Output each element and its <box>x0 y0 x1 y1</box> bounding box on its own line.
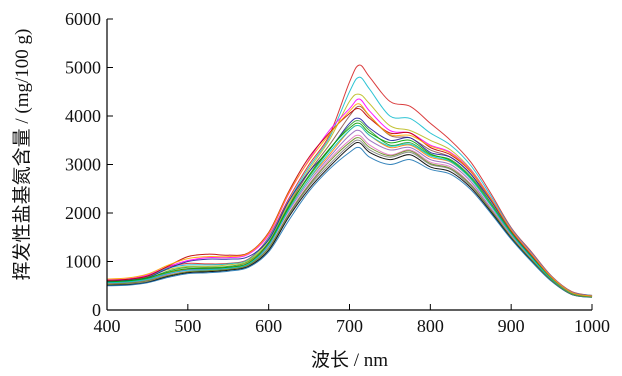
x-tick-label: 500 <box>174 316 201 336</box>
series-line-18 <box>106 103 593 297</box>
series-line-17 <box>106 137 593 298</box>
x-tick-label: 700 <box>336 316 363 336</box>
y-tick-label: 4000 <box>65 106 101 126</box>
series-line-1 <box>106 64 593 296</box>
y-tick-label: 2000 <box>65 203 101 223</box>
x-tick-label: 400 <box>94 316 121 336</box>
series-lines <box>106 64 593 298</box>
series-line-5 <box>106 117 593 297</box>
y-tick-label: 6000 <box>65 9 101 29</box>
y-axis-title: 挥发性盐基氮含量 / (mg/100 g) <box>11 29 33 281</box>
x-tick-label: 1000 <box>574 316 610 336</box>
y-tick-label: 3000 <box>65 155 101 175</box>
series-line-8 <box>106 129 593 298</box>
series-line-12 <box>106 146 593 298</box>
series-line-11 <box>106 142 593 298</box>
series-line-6 <box>106 120 593 297</box>
x-tick-label: 900 <box>498 316 525 336</box>
y-tick-label: 1000 <box>65 252 101 272</box>
x-tick-label: 600 <box>255 316 282 336</box>
y-tick-label: 5000 <box>65 58 101 78</box>
y-tick-label: 0 <box>92 300 101 320</box>
x-axis-ticks: 400 500 600 700 800 900 1000 <box>94 304 610 336</box>
series-line-2 <box>106 76 593 296</box>
y-axis-ticks: 0 1000 2000 3000 4000 5000 6000 <box>65 9 113 320</box>
x-axis-title: 波长 / nm <box>311 349 388 371</box>
x-tick-label: 800 <box>417 316 444 336</box>
series-line-16 <box>106 124 593 297</box>
